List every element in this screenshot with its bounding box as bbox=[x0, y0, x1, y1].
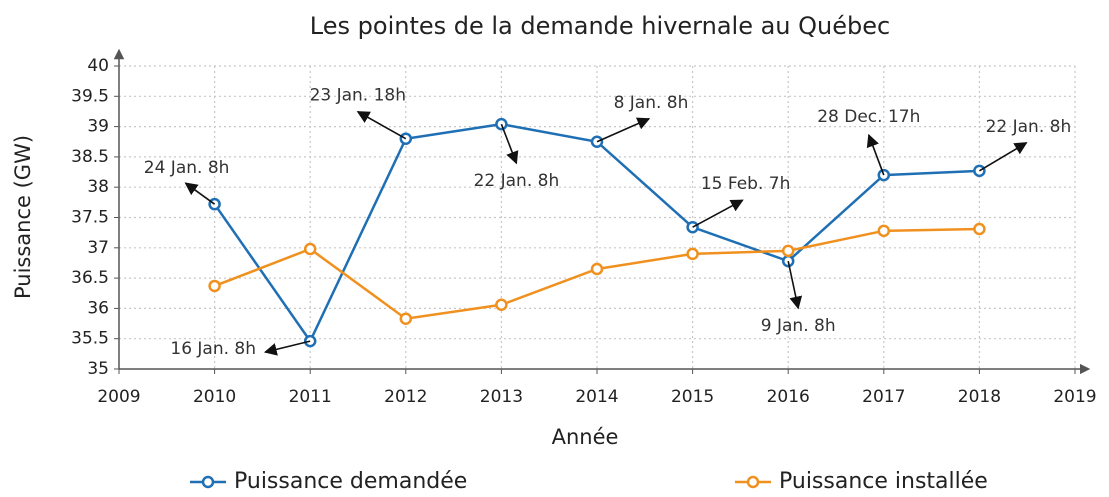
annotation: 28 Dec. 17h bbox=[817, 107, 920, 127]
legend-label: Puissance demandée bbox=[234, 469, 467, 494]
chart-title: Les pointes de la demande hivernale au Q… bbox=[310, 12, 890, 40]
annotation-arrow bbox=[978, 142, 1028, 172]
annotation: 16 Jan. 8h bbox=[170, 339, 256, 359]
y-tick-label: 38.5 bbox=[71, 147, 109, 167]
data-point bbox=[686, 247, 699, 261]
data-point bbox=[781, 244, 795, 258]
y-tick-label: 36.5 bbox=[71, 268, 109, 288]
data-point bbox=[877, 224, 891, 238]
annotation: 9 Jan. 8h bbox=[761, 316, 836, 336]
x-tick-label: 2019 bbox=[1053, 387, 1096, 407]
data-point bbox=[208, 279, 221, 293]
x-axis-label: Année bbox=[552, 425, 619, 449]
legend-marker bbox=[746, 475, 760, 489]
annotation-arrow bbox=[263, 340, 311, 356]
y-tick-label: 39.5 bbox=[71, 86, 109, 106]
y-tick-label: 35 bbox=[87, 359, 109, 379]
data-point bbox=[399, 312, 413, 325]
annotation-arrow bbox=[692, 199, 744, 228]
x-tick-label: 2013 bbox=[480, 387, 523, 407]
annotation: 24 Jan. 8h bbox=[144, 158, 230, 178]
annotation-arrow bbox=[787, 260, 803, 310]
x-tick-label: 2017 bbox=[862, 387, 905, 407]
data-point bbox=[495, 298, 508, 312]
y-axis-label: Puissance (GW) bbox=[11, 135, 35, 299]
y-tick-label: 37.5 bbox=[71, 208, 109, 228]
annotation: 22 Jan. 8h bbox=[474, 171, 560, 191]
data-point bbox=[495, 117, 508, 131]
y-tick-label: 38 bbox=[87, 177, 109, 197]
x-tick-label: 2014 bbox=[575, 387, 618, 407]
annotation: 8 Jan. 8h bbox=[614, 93, 689, 113]
y-tick-label: 36 bbox=[87, 298, 109, 318]
x-tick-label: 2018 bbox=[958, 387, 1001, 407]
data-point bbox=[973, 222, 986, 236]
y-tick-label: 40 bbox=[87, 56, 109, 76]
annotation-arrow bbox=[356, 111, 407, 140]
x-tick-label: 2015 bbox=[671, 387, 714, 407]
annotation-arrow bbox=[184, 182, 216, 205]
legend-marker bbox=[201, 475, 215, 489]
y-tick-label: 37 bbox=[87, 238, 109, 258]
x-tick-label: 2009 bbox=[97, 387, 140, 407]
legend-label: Puissance installée bbox=[779, 469, 988, 494]
x-tick-label: 2010 bbox=[193, 387, 236, 407]
annotation-arrow bbox=[596, 117, 651, 143]
x-tick-label: 2016 bbox=[767, 387, 810, 407]
data-point bbox=[303, 242, 317, 256]
x-tick-label: 2012 bbox=[384, 387, 427, 407]
annotation-arrow bbox=[500, 123, 519, 165]
data-point bbox=[590, 262, 604, 276]
annotation: 23 Jan. 18h bbox=[310, 86, 406, 106]
y-tick-label: 35.5 bbox=[71, 329, 109, 349]
annotation: 22 Jan. 8h bbox=[986, 117, 1072, 137]
annotation: 15 Feb. 7h bbox=[701, 174, 791, 194]
y-tick-label: 39 bbox=[87, 117, 109, 137]
annotation-arrow bbox=[866, 133, 885, 176]
x-tick-label: 2011 bbox=[289, 387, 332, 407]
